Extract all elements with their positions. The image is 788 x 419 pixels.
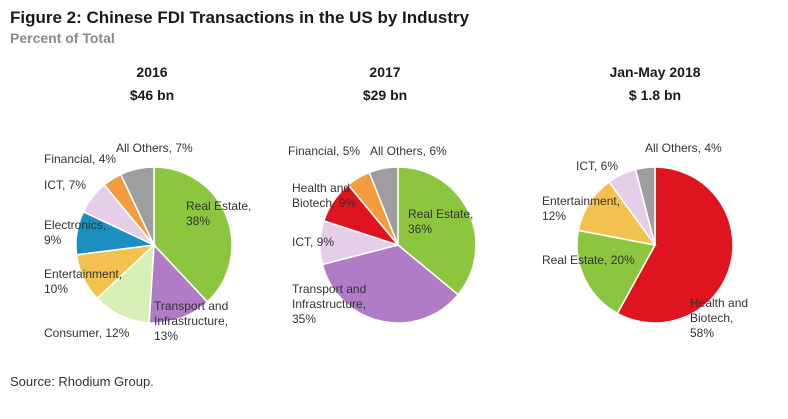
- pie-2016-slice-all-others: [119, 166, 155, 246]
- pie-2016-label-financial: Financial, 4%: [44, 152, 116, 166]
- figure-title: Figure 2: Chinese FDI Transactions in th…: [10, 8, 470, 27]
- pie-2016-slice-real-estate: [153, 166, 233, 303]
- pie-2016-label-all-others: All Others, 7%: [116, 141, 193, 155]
- pie-2017-label-ict: ICT, 9%: [292, 235, 334, 249]
- pie-2018-period: Jan-May 2018: [609, 64, 701, 80]
- pie-2017-label-real-estate: Real Estate, 36%: [408, 207, 473, 236]
- pie-2016-period: 2016: [136, 64, 168, 80]
- pie-2016-total: $46 bn: [129, 87, 175, 103]
- pie-2017-total: $29 bn: [362, 87, 408, 103]
- pie-jan-may-2018-label-ict: ICT, 6%: [576, 159, 618, 173]
- pie-2017-label-health: Health and Biotech, 9%: [292, 181, 356, 210]
- pie-2016-slice-transport: [148, 243, 209, 324]
- pie-2017-slice-all-others: [368, 166, 399, 246]
- pie-2017-slice-real-estate: [397, 166, 477, 296]
- pie-2017-label-all-others: All Others, 6%: [370, 144, 447, 158]
- pie-jan-may-2018-slice-real-estate: [576, 229, 657, 315]
- pie-2016-label-electronics: Electronics, 9%: [44, 218, 106, 247]
- source-note: Source: Rhodium Group.: [10, 374, 154, 389]
- pie-jan-may-2018-label-all-others: All Others, 4%: [645, 141, 722, 155]
- pie-2016-label-real-estate: Real Estate, 38%: [186, 199, 251, 228]
- pie-2018: Health and Biotech, 58% Real Estate, 20% Ent…: [542, 141, 748, 340]
- pie-2017-label-financial: Financial, 5%: [288, 144, 360, 158]
- pie-2017-slice-transport: [321, 244, 460, 324]
- pie-2016-label-entertainment: Entertainment, 10%: [44, 267, 122, 296]
- pie-jan-may-2018-slice-all-others: [634, 166, 656, 246]
- pie-2016: Real Estate, 38% Transport and Infrastructu…: [44, 141, 251, 343]
- pie-2016-label-consumer: Consumer, 12%: [44, 326, 130, 340]
- pie-jan-may-2018-label-real-estate: Real Estate, 20%: [542, 253, 635, 267]
- pie-2018-total: $ 1.8 bn: [628, 87, 682, 103]
- pie-jan-may-2018-label-entertainment: Entertainment, 12%: [542, 194, 620, 223]
- pie-2017-period: 2017: [369, 64, 401, 80]
- pie-jan-may-2018-slice-health: [616, 166, 734, 324]
- pie-2017-label-transport: Transport and Infrastructure, 35%: [292, 282, 366, 326]
- pie-2017: Real Estate, 36% Transport and Infrastructu…: [288, 144, 477, 326]
- pie-jan-may-2018-label-health: Health and Biotech, 58%: [690, 296, 748, 340]
- pie-2016-label-transport: Transport and Infrastructure, 13%: [154, 299, 228, 343]
- pie-2016-label-ict: ICT, 7%: [44, 178, 86, 192]
- figure-subtitle: Percent of Total: [10, 30, 115, 46]
